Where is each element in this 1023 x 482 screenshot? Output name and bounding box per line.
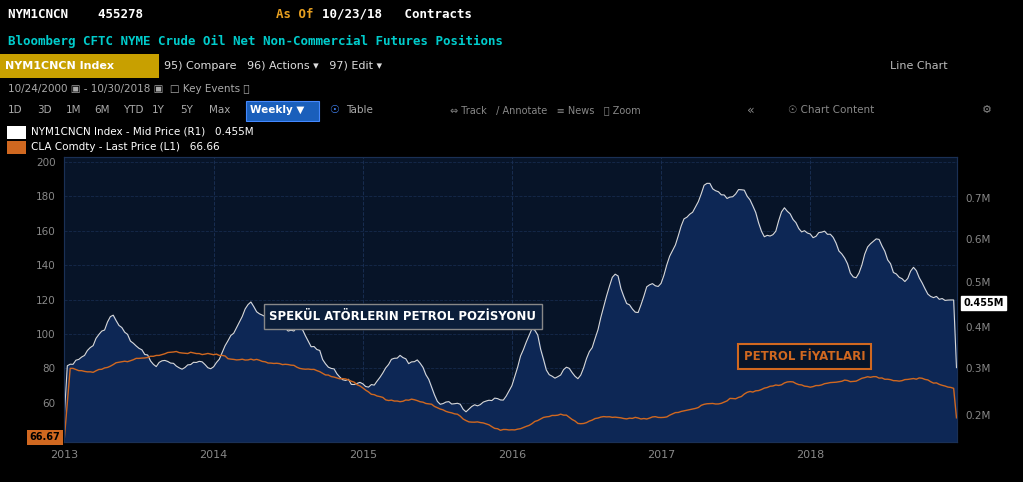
Text: YTD: YTD bbox=[123, 105, 143, 115]
Text: 2018: 2018 bbox=[796, 450, 825, 459]
Text: SPEKÜL ATÖRLERIN PETROL POZİSYONU: SPEKÜL ATÖRLERIN PETROL POZİSYONU bbox=[269, 310, 536, 323]
Text: «: « bbox=[747, 104, 754, 116]
Text: NYM1CNCN Index: NYM1CNCN Index bbox=[5, 61, 115, 71]
Bar bbox=[0, 54, 159, 78]
Bar bbox=[7, 125, 26, 139]
Bar bbox=[246, 101, 319, 121]
Text: 3D: 3D bbox=[37, 105, 51, 115]
Text: Weekly ▼: Weekly ▼ bbox=[250, 105, 304, 115]
Text: 2016: 2016 bbox=[498, 450, 526, 459]
Text: 10/24/2000 ▣ - 10/30/2018 ▣  □ Key Events ⓘ: 10/24/2000 ▣ - 10/30/2018 ▣ □ Key Events… bbox=[8, 84, 250, 94]
Text: 66.67: 66.67 bbox=[30, 432, 60, 442]
Text: CLA Comdty - Last Price (L1)   66.66: CLA Comdty - Last Price (L1) 66.66 bbox=[31, 142, 219, 152]
Text: 1M: 1M bbox=[65, 105, 81, 115]
Text: ☉: ☉ bbox=[329, 105, 340, 115]
Text: NYM1CNCN    455278: NYM1CNCN 455278 bbox=[8, 8, 143, 21]
Text: ☉ Chart Content: ☉ Chart Content bbox=[788, 105, 874, 115]
Text: 5Y: 5Y bbox=[180, 105, 193, 115]
Bar bbox=[7, 141, 26, 154]
Text: 0.455M: 0.455M bbox=[964, 298, 1004, 308]
Text: 2017: 2017 bbox=[647, 450, 675, 459]
Text: 2013: 2013 bbox=[50, 450, 79, 459]
Text: 95) Compare   96) Actions ▾   97) Edit ▾: 95) Compare 96) Actions ▾ 97) Edit ▾ bbox=[164, 61, 382, 71]
Text: Table: Table bbox=[346, 105, 372, 115]
Text: 10/23/18   Contracts: 10/23/18 Contracts bbox=[322, 8, 473, 21]
Text: 2014: 2014 bbox=[199, 450, 228, 459]
Text: NYM1CNCN Index - Mid Price (R1)   0.455M: NYM1CNCN Index - Mid Price (R1) 0.455M bbox=[31, 127, 254, 137]
Text: PETROL FİYATLARI: PETROL FİYATLARI bbox=[744, 349, 865, 362]
Text: 2015: 2015 bbox=[349, 450, 376, 459]
Text: ⚙: ⚙ bbox=[982, 105, 992, 115]
Text: Bloomberg CFTC NYME Crude Oil Net Non-Commercial Futures Positions: Bloomberg CFTC NYME Crude Oil Net Non-Co… bbox=[8, 34, 503, 48]
Text: Max: Max bbox=[209, 105, 230, 115]
Text: ⇔ Track   / Annotate   ≡ News   ⌕ Zoom: ⇔ Track / Annotate ≡ News ⌕ Zoom bbox=[450, 105, 640, 115]
Text: As Of: As Of bbox=[276, 8, 321, 21]
Text: Line Chart: Line Chart bbox=[890, 61, 947, 71]
Text: 1Y: 1Y bbox=[151, 105, 165, 115]
Text: 6M: 6M bbox=[94, 105, 109, 115]
Text: 1D: 1D bbox=[8, 105, 23, 115]
